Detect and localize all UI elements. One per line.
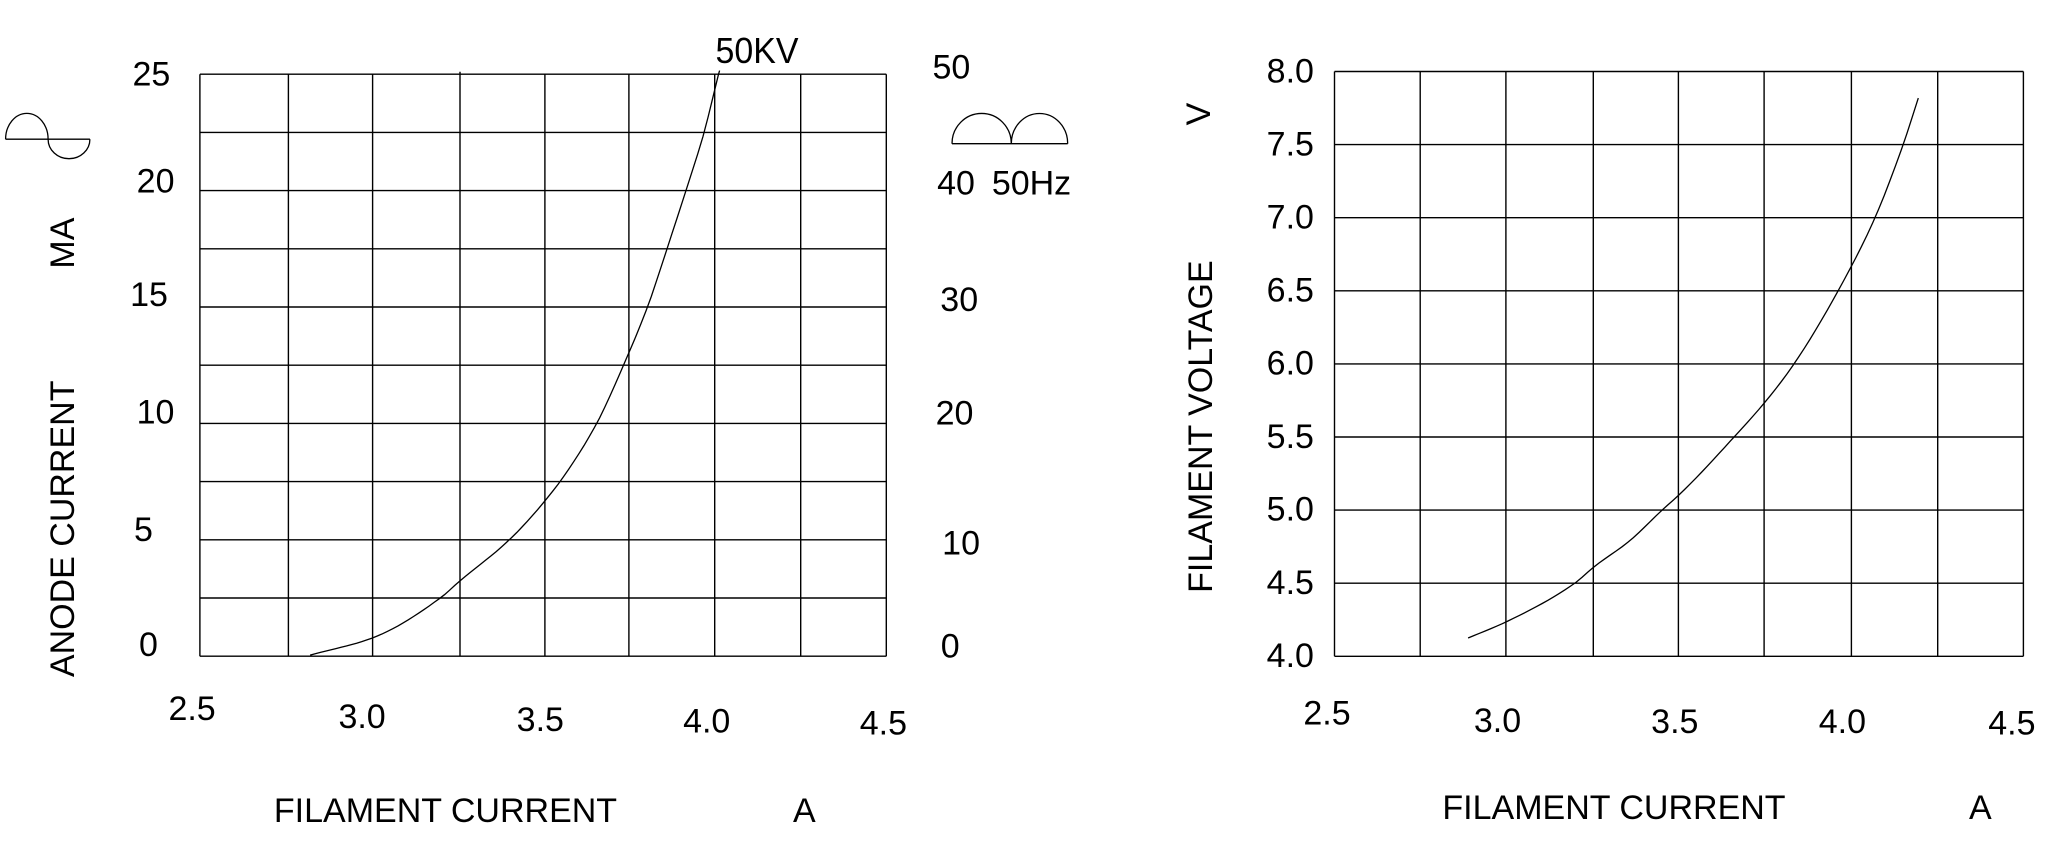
svg-text:7.5: 7.5 xyxy=(1267,126,1314,164)
svg-text:4.5: 4.5 xyxy=(1267,564,1314,602)
svg-text:0: 0 xyxy=(941,628,960,666)
svg-text:MA: MA xyxy=(44,217,82,268)
svg-text:3.0: 3.0 xyxy=(338,698,385,736)
svg-text:8.0: 8.0 xyxy=(1267,53,1314,91)
svg-text:5.5: 5.5 xyxy=(1267,418,1314,456)
svg-text:50: 50 xyxy=(932,49,970,87)
svg-text:40: 40 xyxy=(937,165,975,203)
svg-text:FILAMENT CURRENT: FILAMENT CURRENT xyxy=(274,792,617,830)
svg-text:3.0: 3.0 xyxy=(1474,702,1521,740)
svg-text:6.5: 6.5 xyxy=(1267,272,1314,310)
svg-text:6.0: 6.0 xyxy=(1267,345,1314,383)
svg-text:3.5: 3.5 xyxy=(517,701,564,739)
svg-text:25: 25 xyxy=(132,56,170,94)
svg-text:A: A xyxy=(793,792,816,830)
svg-text:0: 0 xyxy=(139,626,158,664)
svg-text:4.0: 4.0 xyxy=(683,703,730,741)
svg-text:A: A xyxy=(1969,789,1992,827)
svg-text:FILAMENT CURRENT: FILAMENT CURRENT xyxy=(1442,789,1785,827)
svg-text:2.5: 2.5 xyxy=(168,690,215,728)
svg-text:20: 20 xyxy=(137,163,175,201)
svg-text:50Hz: 50Hz xyxy=(992,165,1071,203)
svg-text:2.5: 2.5 xyxy=(1303,695,1350,733)
svg-text:4.5: 4.5 xyxy=(860,705,907,743)
svg-text:15: 15 xyxy=(130,276,168,314)
svg-text:FILAMENT VOLTAGE: FILAMENT VOLTAGE xyxy=(1182,260,1220,593)
svg-text:4.5: 4.5 xyxy=(1988,705,2035,743)
svg-text:50KV: 50KV xyxy=(716,30,799,71)
svg-text:10: 10 xyxy=(942,525,980,563)
svg-text:V: V xyxy=(1180,102,1218,125)
svg-text:ANODE CURRENT: ANODE CURRENT xyxy=(44,381,82,678)
svg-text:30: 30 xyxy=(940,281,978,319)
svg-text:20: 20 xyxy=(936,395,974,433)
svg-text:5.0: 5.0 xyxy=(1267,491,1314,529)
svg-text:7.0: 7.0 xyxy=(1267,199,1314,237)
svg-text:4.0: 4.0 xyxy=(1819,703,1866,741)
svg-text:10: 10 xyxy=(137,394,175,432)
svg-text:4.0: 4.0 xyxy=(1267,637,1314,675)
svg-text:5: 5 xyxy=(134,511,153,549)
svg-text:3.5: 3.5 xyxy=(1651,703,1698,741)
